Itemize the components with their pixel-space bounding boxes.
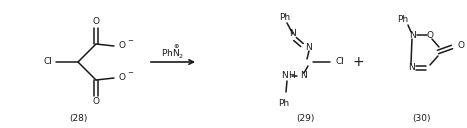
Text: +: + [352,55,364,69]
Text: N: N [281,72,288,81]
Text: H: H [288,72,295,81]
Text: −: − [127,38,133,44]
Text: O: O [119,73,126,83]
Text: Ph: Ph [278,99,290,108]
Text: (28): (28) [69,114,87,122]
Text: N: N [290,29,297,39]
Text: Ph: Ph [397,15,409,24]
Text: $\mathregular{Ph\overset{\oplus}{N}_2}$: $\mathregular{Ph\overset{\oplus}{N}_2}$ [161,43,184,61]
Text: O: O [92,18,99,26]
Text: Ph: Ph [279,13,290,23]
Text: N: N [409,63,415,72]
Text: Cl: Cl [43,57,52,67]
Text: Cl: Cl [336,57,345,67]
Text: O: O [426,30,433,40]
Text: N: N [305,44,312,52]
Text: −: − [127,70,133,76]
Text: O: O [119,41,126,51]
Text: O: O [92,98,99,106]
Text: (29): (29) [296,114,314,122]
Text: O: O [458,41,465,51]
Text: N: N [301,72,307,81]
Text: N: N [410,30,417,40]
Text: (30): (30) [413,114,431,122]
